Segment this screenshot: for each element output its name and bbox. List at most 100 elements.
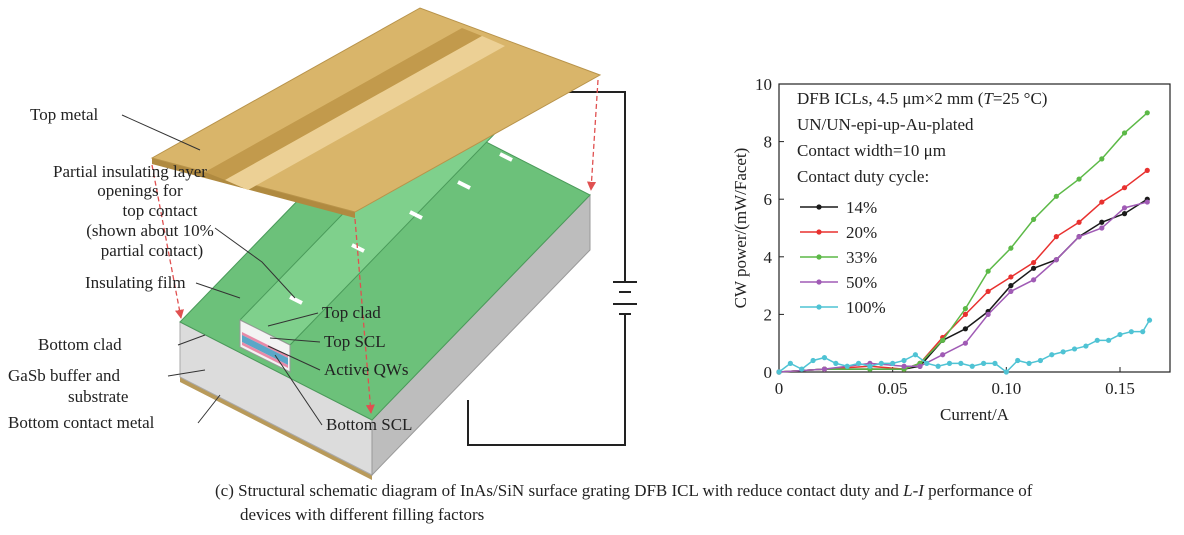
- legend-label: 20%: [846, 223, 877, 242]
- data-point: [1071, 346, 1078, 352]
- data-point: [1026, 360, 1032, 366]
- y-axis-label: CW power/(mW/Facet): [731, 148, 750, 309]
- data-point: [962, 306, 969, 312]
- data-point: [1146, 317, 1153, 323]
- data-point: [901, 357, 907, 364]
- data-point: [821, 366, 828, 372]
- data-point: [985, 268, 991, 274]
- data-point: [1121, 211, 1128, 217]
- legend-marker: [816, 279, 822, 285]
- annotation-part: =25 °C): [993, 89, 1048, 108]
- annotation: DFB ICLs, 4.5 μm×2 mm (T=25 °C): [797, 89, 1047, 108]
- data-point: [855, 360, 862, 366]
- legend-label: 14%: [846, 198, 877, 217]
- annotation: Contact width=10 μm: [797, 141, 946, 160]
- data-point: [1008, 245, 1014, 251]
- data-point: [962, 311, 969, 317]
- caption-part: (c) Structural schematic diagram of InAs…: [215, 481, 903, 500]
- label-openings: top contact: [122, 201, 197, 220]
- data-point: [1121, 205, 1128, 211]
- data-point: [1099, 156, 1105, 162]
- label-openings: Partial insulating layer: [53, 162, 207, 181]
- x-tick-label: 0.05: [878, 379, 908, 398]
- data-point: [776, 369, 782, 375]
- label-openings: partial contact): [101, 241, 203, 260]
- data-point: [1003, 369, 1009, 375]
- data-point: [1144, 110, 1150, 116]
- bottom-scl: [242, 342, 288, 368]
- data-point: [940, 337, 946, 343]
- data-point: [962, 340, 969, 346]
- data-point: [867, 363, 873, 369]
- data-point: [962, 326, 969, 332]
- data-point: [1053, 257, 1059, 263]
- data-point: [810, 357, 816, 364]
- x-tick-label: 0.10: [991, 379, 1021, 398]
- top-metal-ridge: [205, 28, 482, 180]
- label-gasb: GaSb buffer and: [8, 366, 121, 385]
- data-point: [890, 360, 896, 366]
- data-point: [1031, 265, 1037, 271]
- label-bottom-scl: Bottom SCL: [326, 415, 412, 434]
- legend-label: 50%: [846, 273, 877, 292]
- data-point: [833, 360, 839, 366]
- x-tick-label: 0.15: [1105, 379, 1135, 398]
- data-point: [1076, 176, 1082, 182]
- legend-marker: [816, 304, 822, 310]
- legend-label: 33%: [846, 248, 877, 267]
- data-point: [799, 366, 805, 372]
- data-point: [1144, 167, 1150, 173]
- data-point: [1121, 185, 1128, 191]
- data-point: [1060, 349, 1066, 355]
- label-gasb: substrate: [68, 387, 128, 406]
- data-point: [1053, 193, 1059, 199]
- data-point: [844, 363, 850, 369]
- y-tick-label: 10: [755, 75, 772, 94]
- data-point: [1128, 329, 1134, 335]
- legend-marker: [816, 229, 822, 235]
- top-metal-edge: [152, 158, 355, 218]
- data-point: [1031, 259, 1037, 266]
- data-point: [1031, 277, 1037, 283]
- top-scl: [242, 332, 288, 358]
- label-bottom-contact-metal: Bottom contact metal: [8, 413, 155, 432]
- bottom-contact-metal: [180, 377, 372, 480]
- data-point: [1117, 331, 1123, 338]
- label-active-qws: Active QWs: [324, 360, 409, 379]
- top-metal-ridge-light: [225, 36, 505, 190]
- label-bottom-clad: Bottom clad: [38, 335, 122, 354]
- data-point: [1037, 357, 1044, 364]
- data-point: [1049, 352, 1055, 358]
- data-point: [912, 352, 918, 358]
- data-point: [1094, 337, 1100, 343]
- data-point: [940, 352, 946, 358]
- data-point: [787, 360, 793, 366]
- series-line: [778, 198, 1148, 373]
- legend-label: 100%: [846, 298, 886, 317]
- data-point: [1121, 130, 1128, 136]
- data-point: [1015, 357, 1021, 364]
- y-tick-label: 8: [764, 133, 773, 152]
- data-point: [1083, 343, 1089, 349]
- data-point: [985, 311, 991, 317]
- battery: [613, 278, 637, 324]
- data-point: [1031, 216, 1037, 222]
- data-point: [1076, 219, 1082, 225]
- caption: (c) Structural schematic diagram of InAs…: [215, 481, 1033, 524]
- series-line: [778, 319, 1151, 373]
- data-point: [980, 360, 987, 366]
- y-tick-label: 6: [764, 190, 773, 209]
- annotation-part: T: [983, 89, 994, 108]
- leader-lines: [121, 114, 323, 426]
- data-point: [917, 363, 923, 369]
- label-top-metal: Top metal: [30, 105, 98, 124]
- data-point: [1099, 199, 1105, 205]
- caption-part: performance of: [924, 481, 1033, 500]
- label-insulating-film: Insulating film: [85, 273, 186, 292]
- data-point: [935, 363, 941, 369]
- series-line: [778, 169, 1148, 373]
- data-point: [1144, 199, 1150, 205]
- data-point: [1099, 219, 1105, 225]
- device-schematic: Top metal Partial insulating layer openi…: [8, 7, 638, 480]
